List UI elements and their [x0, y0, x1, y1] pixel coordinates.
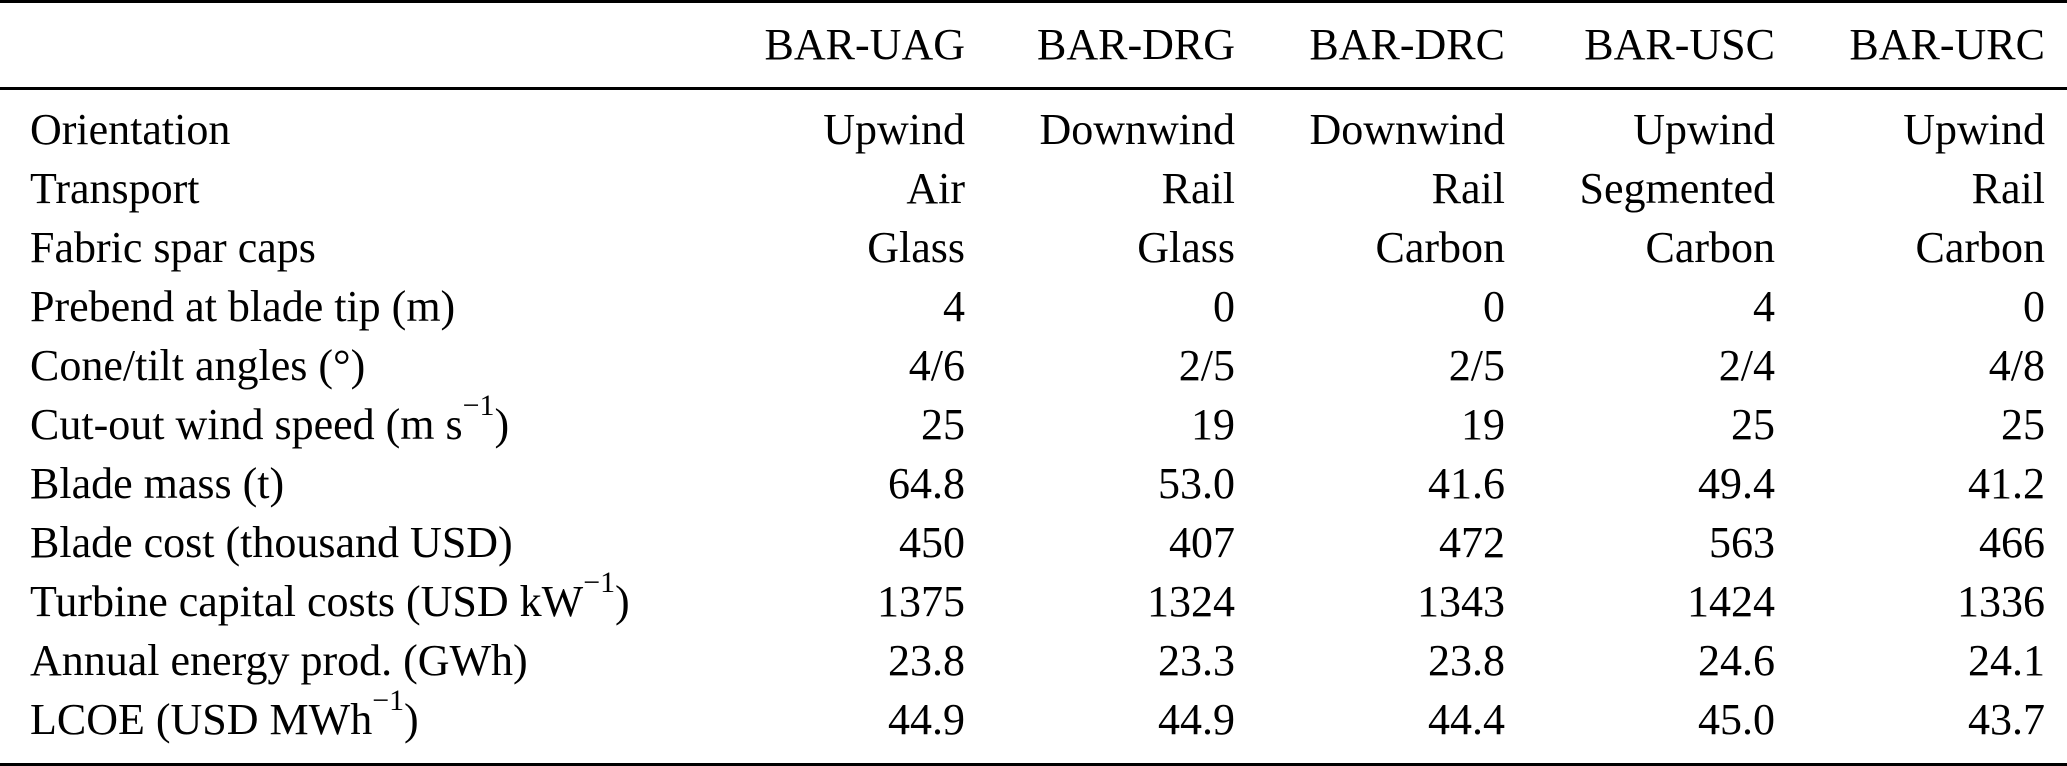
table-row: Fabric spar caps Glass Glass Carbon Carbon Ca…	[0, 218, 2067, 277]
header-cell: BAR-USC	[1505, 0, 1775, 90]
value-cell: 49.4	[1698, 458, 1775, 508]
table-row: Annual energy prod. (GWh) 23.8 23.3 23.8 24.…	[0, 631, 2067, 690]
value-cell: 24.1	[1968, 635, 2045, 685]
value-cell: Segmented	[1579, 163, 1775, 213]
value-cell: 2/5	[1178, 340, 1235, 390]
value-cell: Rail	[1161, 163, 1235, 213]
value-cell: Downwind	[1039, 104, 1235, 154]
value-cell: 19	[1461, 399, 1505, 449]
row-label: Transport	[30, 163, 200, 213]
value-cell: 1336	[1957, 576, 2045, 626]
value-cell: Upwind	[1633, 104, 1775, 154]
value-cell: 4/6	[908, 340, 965, 390]
row-label: Cone/tilt angles (°)	[30, 340, 366, 390]
value-cell: 1424	[1687, 576, 1775, 626]
table-row: LCOE (USD MWh−1) 44.9 44.9 44.4 45.0 43.7	[0, 684, 2067, 765]
value-cell: Rail	[1431, 163, 1505, 213]
table-row: Prebend at blade tip (m) 4 0 0 4 0	[0, 277, 2067, 336]
table-row: Cut-out wind speed (m s−1) 25 19 19 25 25	[0, 389, 2067, 454]
value-cell: 1375	[877, 576, 965, 626]
value-cell: 23.8	[888, 635, 965, 685]
value-cell: 2/5	[1448, 340, 1505, 390]
value-cell: 23.3	[1158, 635, 1235, 685]
value-cell: 466	[1979, 517, 2045, 567]
value-cell: 4	[943, 281, 965, 331]
header-cell: BAR-DRG	[965, 0, 1235, 90]
value-cell: 0	[1483, 281, 1505, 331]
value-cell: 44.9	[1158, 694, 1235, 744]
value-cell: 44.4	[1428, 694, 1505, 744]
value-cell: 41.6	[1428, 458, 1505, 508]
value-cell: 4	[1753, 281, 1775, 331]
value-cell: 43.7	[1968, 694, 2045, 744]
table-row: Transport Air Rail Rail Segmented Rail	[0, 159, 2067, 218]
superscript-unit: −1	[372, 684, 405, 718]
value-cell: Air	[906, 163, 965, 213]
value-cell: 25	[1731, 399, 1775, 449]
value-cell: 23.8	[1428, 635, 1505, 685]
value-cell: 450	[899, 517, 965, 567]
row-label: Turbine capital costs (USD kW−1)	[30, 566, 630, 626]
table-row: Cone/tilt angles (°) 4/6 2/5 2/5 2/4 4/8	[0, 336, 2067, 395]
value-cell: 64.8	[888, 458, 965, 508]
row-label: Fabric spar caps	[30, 222, 316, 272]
table-row: Turbine capital costs (USD kW−1) 1375 1324…	[0, 566, 2067, 631]
value-cell: 19	[1191, 399, 1235, 449]
row-label: Blade mass (t)	[30, 458, 285, 508]
header-cell: BAR-URC	[1775, 0, 2067, 90]
value-cell: 472	[1439, 517, 1505, 567]
value-cell: 44.9	[888, 694, 965, 744]
row-label: Orientation	[30, 104, 231, 154]
table-body: Orientation Upwind Downwind Downwind Upwind U…	[0, 89, 2067, 765]
table-row: Blade cost (thousand USD) 450 407 472 563 466	[0, 513, 2067, 572]
value-cell: 563	[1709, 517, 1775, 567]
value-cell: 25	[921, 399, 965, 449]
value-cell: 41.2	[1968, 458, 2045, 508]
value-cell: Rail	[1971, 163, 2045, 213]
value-cell: Glass	[867, 222, 965, 272]
value-cell: Carbon	[1375, 222, 1505, 272]
header-cell: BAR-UAG	[695, 0, 965, 90]
row-label: Blade cost (thousand USD)	[30, 517, 513, 567]
value-cell: 0	[2023, 281, 2045, 331]
value-cell: Carbon	[1645, 222, 1775, 272]
value-cell: Upwind	[823, 104, 965, 154]
value-cell: 24.6	[1698, 635, 1775, 685]
value-cell: Glass	[1137, 222, 1235, 272]
superscript-unit: −1	[583, 566, 616, 600]
value-cell: Carbon	[1915, 222, 2045, 272]
value-cell: Downwind	[1309, 104, 1505, 154]
table-header: BAR-UAG BAR-DRG BAR-DRC BAR-USC BAR-URC	[0, 0, 2067, 90]
value-cell: 25	[2001, 399, 2045, 449]
row-label: Annual energy prod. (GWh)	[30, 635, 528, 685]
header-empty-corner-cell	[0, 0, 695, 90]
superscript-unit: −1	[462, 389, 495, 423]
value-cell: 2/4	[1718, 340, 1775, 390]
value-cell: 1343	[1417, 576, 1505, 626]
value-cell: 407	[1169, 517, 1235, 567]
value-cell: 45.0	[1698, 694, 1775, 744]
row-label: Prebend at blade tip (m)	[30, 281, 456, 331]
value-cell: 0	[1213, 281, 1235, 331]
table-row: Blade mass (t) 64.8 53.0 41.6 49.4 41.2	[0, 454, 2067, 513]
table-row: Orientation Upwind Downwind Downwind Upwind U…	[0, 89, 2067, 160]
header-row: BAR-UAG BAR-DRG BAR-DRC BAR-USC BAR-URC	[0, 0, 2067, 90]
value-cell: 53.0	[1158, 458, 1235, 508]
header-cell: BAR-DRC	[1235, 0, 1505, 90]
row-label: LCOE (USD MWh−1)	[30, 684, 419, 744]
value-cell: 4/8	[1988, 340, 2045, 390]
value-cell: Upwind	[1903, 104, 2045, 154]
value-cell: 1324	[1147, 576, 1235, 626]
row-label: Cut-out wind speed (m s−1)	[30, 389, 510, 449]
